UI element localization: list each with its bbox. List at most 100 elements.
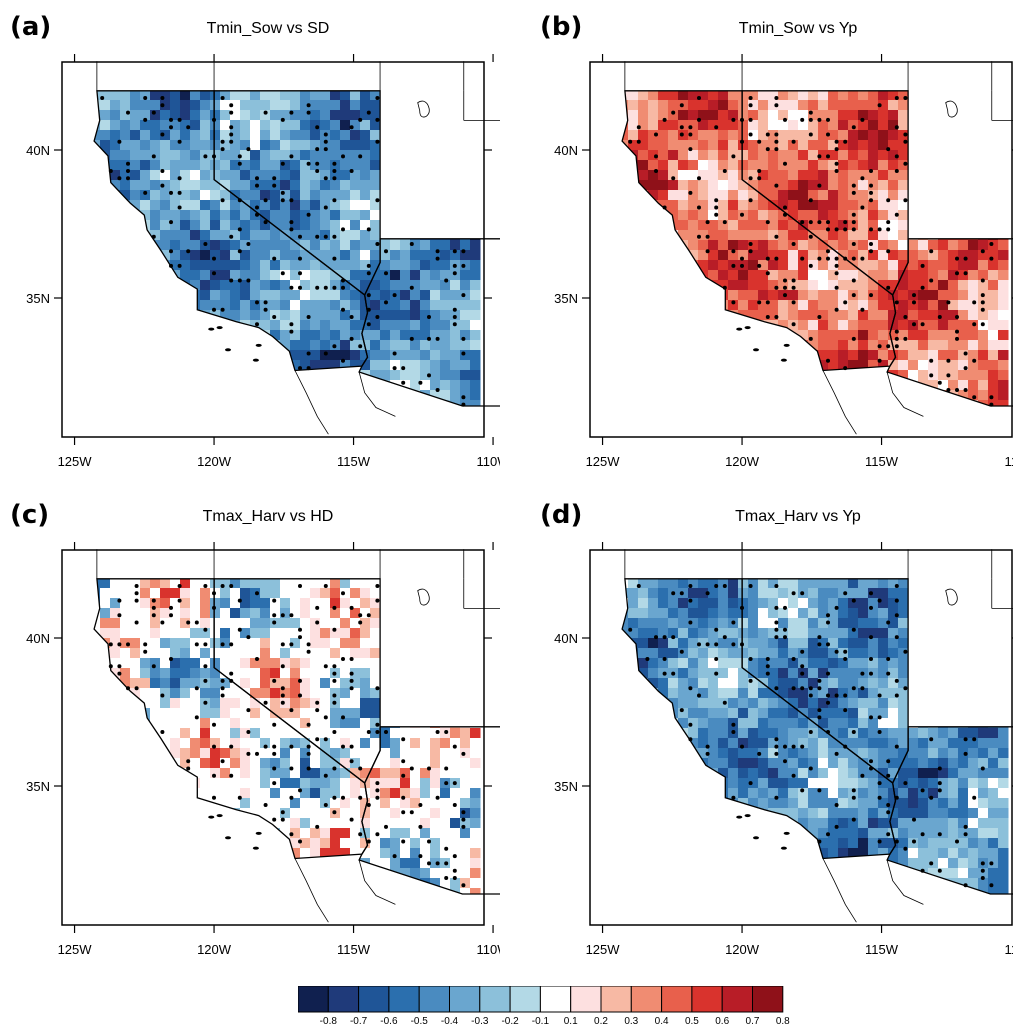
significance-dot <box>272 722 277 727</box>
x-tick-label: 125W <box>586 454 621 469</box>
significance-dot <box>662 671 667 676</box>
significance-dot <box>134 584 139 588</box>
significance-dot <box>877 839 882 844</box>
significance-dot <box>358 117 363 122</box>
significance-dot <box>323 803 328 807</box>
significance-dot <box>636 139 641 144</box>
significance-dot <box>748 249 753 254</box>
significance-dots <box>628 96 994 407</box>
significance-dot <box>306 744 311 749</box>
significance-dot <box>332 730 337 734</box>
significance-dots <box>628 584 994 888</box>
significance-dot <box>628 139 633 144</box>
significance-dot <box>800 788 805 793</box>
significance-dot <box>826 613 830 618</box>
significance-dot <box>972 300 977 305</box>
significance-dot <box>679 649 684 654</box>
island <box>255 831 262 835</box>
significance-dot <box>323 351 328 356</box>
significance-dot <box>894 212 899 217</box>
significance-dot <box>894 584 899 588</box>
significance-dot <box>903 846 908 851</box>
significance-dot <box>937 315 942 319</box>
significance-dot <box>452 781 457 786</box>
significance-dot <box>903 336 908 341</box>
significance-dot <box>955 256 959 261</box>
significance-dot <box>366 227 371 232</box>
significance-dot <box>826 693 830 698</box>
significance-dot <box>886 832 891 837</box>
significance-dot <box>151 110 156 115</box>
significance-dot <box>765 657 770 661</box>
significance-dot <box>791 278 796 283</box>
significance-dot <box>740 256 744 261</box>
island <box>736 815 743 819</box>
significance-dot <box>774 96 779 100</box>
map-plot: 125W 120W 115W 110W 40N 35N <box>554 542 1013 957</box>
significance-dot <box>323 584 328 588</box>
significance-dot <box>757 751 762 756</box>
significance-dot <box>461 817 466 822</box>
significance-dot <box>306 766 311 771</box>
significance-dot <box>688 125 693 130</box>
significance-dot <box>869 759 873 764</box>
significance-dot <box>134 686 139 691</box>
significance-dot <box>246 730 251 734</box>
significance-dot <box>869 715 873 720</box>
colorbar-swatch <box>298 986 329 1013</box>
significance-dot <box>220 642 225 647</box>
significance-dot <box>851 220 856 225</box>
significance-dot <box>306 649 311 654</box>
significance-dot <box>108 642 113 647</box>
significance-dot <box>143 117 148 122</box>
colorbar-label: -0.3 <box>471 1016 489 1026</box>
significance-dot <box>636 125 641 130</box>
significance-dot <box>169 605 173 610</box>
x-tick-label: 120W <box>725 942 760 957</box>
significance-dot <box>679 125 684 130</box>
significance-dot <box>461 824 466 829</box>
significance-dot <box>688 598 693 603</box>
significance-dot <box>972 395 977 400</box>
significance-dot <box>851 256 856 261</box>
significance-dot <box>937 788 942 793</box>
significance-dot <box>783 605 787 610</box>
significance-dot <box>688 722 693 727</box>
colorbar-swatch <box>691 986 723 1013</box>
coastline <box>358 859 396 905</box>
significance-dot <box>220 198 225 203</box>
x-tick-label: 110W <box>1005 942 1013 957</box>
significance-dot <box>654 154 658 159</box>
significance-dot <box>817 315 822 319</box>
significance-dot <box>774 132 779 137</box>
significance-dot <box>100 96 105 100</box>
significance-dot <box>151 605 156 610</box>
significance-dot <box>817 220 822 225</box>
significance-dot <box>774 605 779 610</box>
significance-dot <box>332 795 337 800</box>
significance-dot <box>143 649 148 654</box>
island <box>744 814 751 818</box>
significance-dot <box>452 249 457 254</box>
significance-dot <box>341 715 345 720</box>
significance-dot <box>929 278 934 283</box>
significance-dot <box>843 657 848 661</box>
significance-dot <box>332 664 337 669</box>
significance-dot <box>774 737 779 742</box>
significance-dot <box>783 635 787 640</box>
significance-dot <box>963 751 968 756</box>
significance-dot <box>349 678 354 683</box>
significance-dot <box>843 649 848 654</box>
significance-dot <box>843 708 848 713</box>
significance-dot <box>272 817 277 822</box>
significance-dot <box>272 781 277 786</box>
significance-dot <box>298 271 302 276</box>
significance-dot <box>860 176 865 181</box>
significance-dot <box>332 766 337 771</box>
significance-dot <box>177 205 182 210</box>
significance-dot <box>671 591 676 596</box>
colorbar-swatch <box>752 986 784 1013</box>
significance-dot <box>783 117 787 122</box>
significance-dot <box>427 766 431 771</box>
significance-dot <box>461 263 466 268</box>
